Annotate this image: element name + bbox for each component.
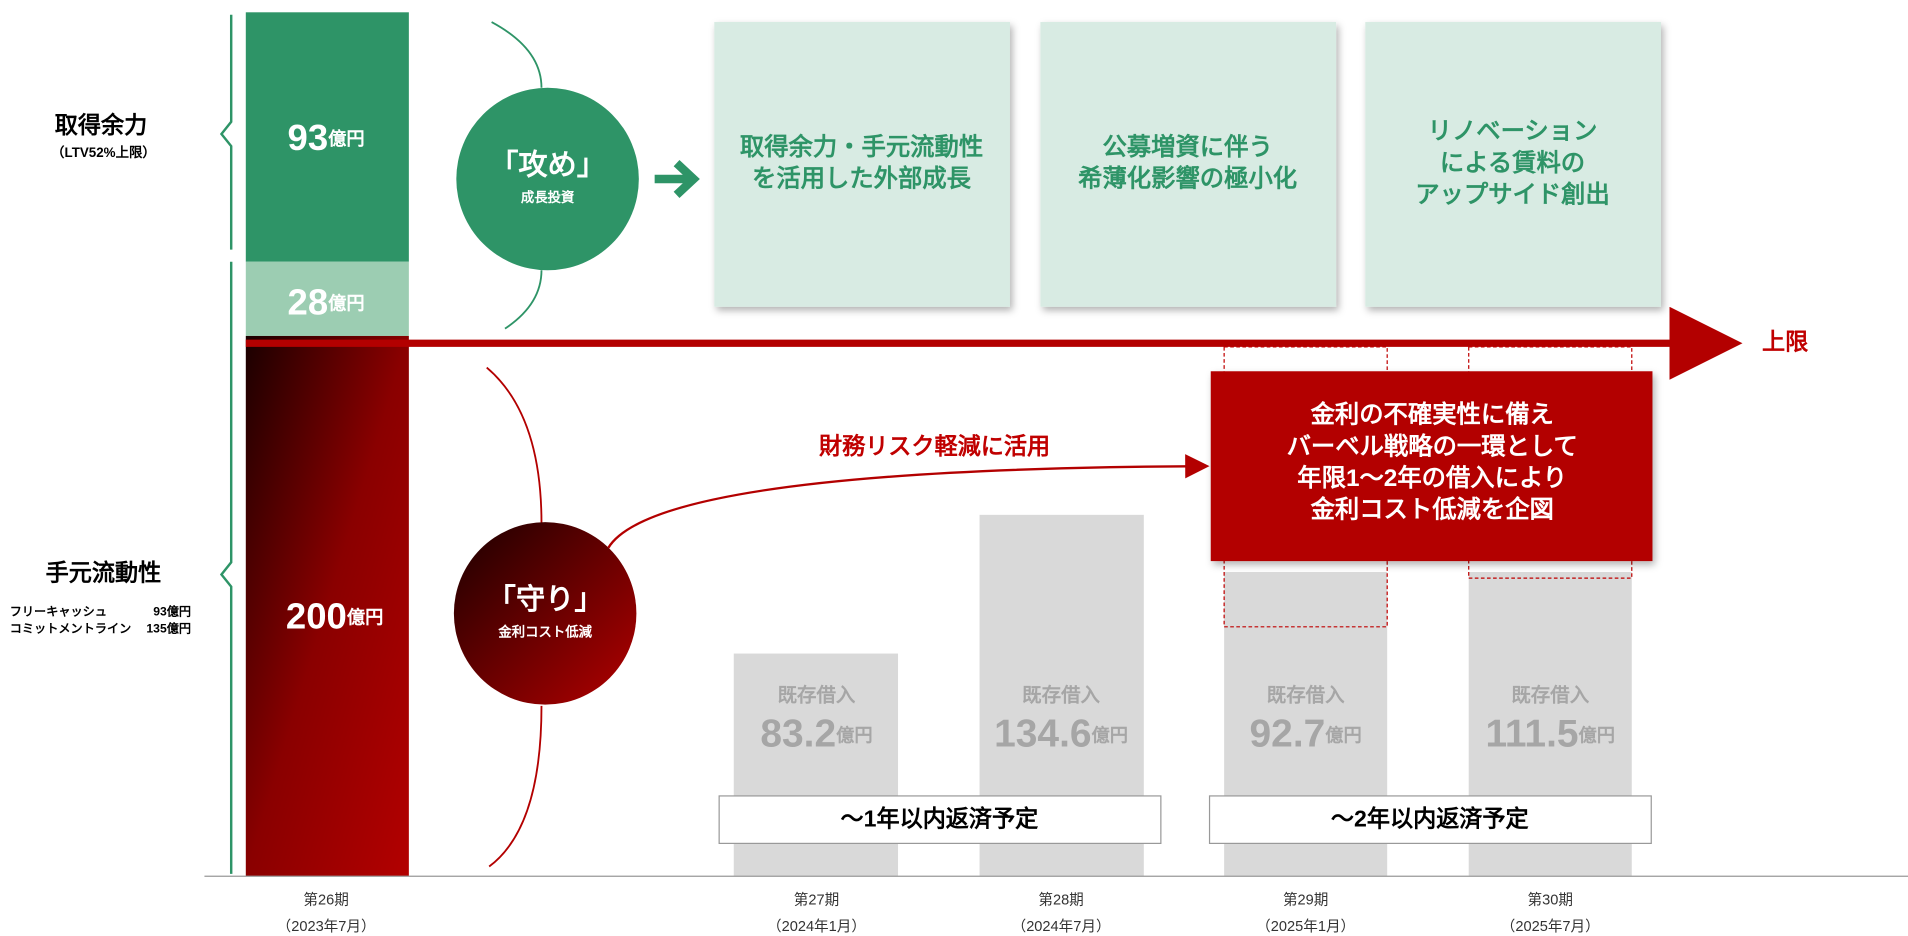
box-text: 金利の不確実性に備え — [1310, 401, 1554, 429]
period-date: （2023年7月） — [277, 918, 376, 935]
value: 200億円 — [286, 595, 383, 636]
existing-label: 既存借入 — [778, 683, 856, 706]
repay-label: ～1年以内返済予定 — [841, 805, 1039, 831]
period-date: （2025年7月） — [1501, 918, 1600, 935]
bracket — [486, 366, 543, 868]
bracket — [219, 261, 233, 874]
existing-value: 111.5億円 — [1485, 713, 1615, 756]
repay-box — [1208, 795, 1652, 845]
content: 取得余力 （LTV52%上限） 手元流動性 フリーキャッシュ 93億円 コミット… — [10, 12, 1908, 935]
label: 取得余力 — [55, 112, 147, 138]
period-date: （2025年1月） — [1256, 918, 1355, 935]
box-text: バーベル戦略の一環として — [1287, 432, 1578, 460]
existing-value: 92.7億円 — [1250, 713, 1362, 756]
bar — [245, 12, 409, 262]
bar — [245, 261, 409, 336]
existing-label: 既存借入 — [1511, 683, 1589, 706]
label: フリーキャッシュ — [10, 604, 107, 618]
card-text: 取得余力・手元流動性 — [740, 133, 983, 161]
arrow — [607, 454, 1210, 549]
card-text: を活用した外部成長 — [752, 165, 972, 193]
bar — [245, 335, 409, 877]
value: 83.2 — [760, 713, 836, 756]
value: 93億円 — [288, 117, 365, 158]
label: 手元流動性 — [46, 560, 162, 586]
card-text: リノベーション — [1428, 118, 1598, 145]
card-text: による賃料の — [1440, 149, 1585, 177]
card-text: アップサイド創出 — [1415, 181, 1610, 208]
existing-value: 83.2億円 — [760, 713, 872, 756]
limit-label: 上限 — [1762, 328, 1809, 354]
card — [1365, 22, 1661, 307]
circle-sub: 成長投資 — [521, 189, 575, 205]
box-text: 年限1～2年の借入により — [1297, 464, 1567, 492]
label: コミットメントライン — [10, 621, 132, 635]
existing-label: 既存借入 — [1022, 683, 1100, 706]
card — [714, 22, 1010, 307]
existing-value: 134.6億円 — [994, 713, 1128, 756]
circle-title: 「守り」 — [487, 583, 604, 616]
circle — [456, 87, 639, 271]
period: 第29期 — [1283, 890, 1328, 908]
existing-label: 既存借入 — [1267, 683, 1345, 706]
circle-title: 「攻め」 — [489, 149, 606, 182]
repay-label: ～2年以内返済予定 — [1331, 805, 1529, 831]
periods: 第26期 （2023年7月） 第27期 （2024年1月） 第28期 （2024年7月） 第… — [277, 890, 1600, 935]
box-text: 金利の不確実性に備えバーベル戦略の一環として年限1～2年の借入により金利コスト低… — [1287, 401, 1578, 524]
value: 92.7 — [1250, 713, 1326, 756]
arrow — [654, 160, 700, 198]
value: 134.6 — [994, 713, 1091, 756]
card-text: 公募増資に伴う — [1102, 133, 1272, 161]
circle-sub: 金利コスト低減 — [497, 623, 592, 639]
period: 第27期 — [794, 890, 839, 908]
repay-box — [718, 795, 1162, 845]
period: 第30期 — [1528, 890, 1573, 908]
card-text: 希薄化影響の極小化 — [1078, 165, 1297, 193]
label: 135億円 — [146, 620, 191, 635]
card — [1040, 22, 1337, 307]
value: 28億円 — [288, 281, 365, 322]
bracket — [491, 21, 543, 330]
label: 93億円 — [153, 603, 191, 618]
red-box — [1210, 371, 1653, 562]
circle — [453, 522, 637, 705]
unit: 億円 — [1325, 724, 1362, 745]
box-text: 金利コスト低減を企図 — [1310, 496, 1554, 524]
period: 第28期 — [1038, 890, 1083, 908]
value: 111.5 — [1485, 713, 1578, 756]
unit: 億円 — [1579, 724, 1616, 745]
bracket — [219, 14, 233, 250]
label: （LTV52%上限） — [51, 145, 156, 160]
period-date: （2024年1月） — [767, 918, 866, 935]
unit: 億円 — [1092, 724, 1129, 745]
unit: 億円 — [836, 724, 873, 745]
arrow-label: 財務リスク軽減に活用 — [819, 433, 1050, 459]
existing: 既存借入83.2億円既存借入134.6億円既存借入92.7億円既存借入111.5… — [760, 683, 1615, 755]
period: 第26期 — [303, 890, 348, 908]
period-date: （2024年7月） — [1012, 918, 1111, 935]
